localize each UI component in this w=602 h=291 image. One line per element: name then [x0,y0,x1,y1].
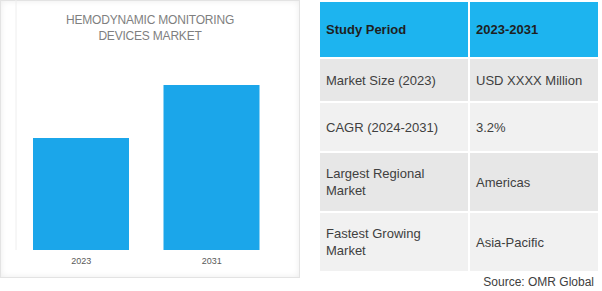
html-text:Americas: Americas [476,174,531,190]
html-text:Source: OMR Global: Source: OMR Global [483,275,594,289]
html-text:Study Period: Study Period [326,22,407,37]
html-text:3.2%: 3.2% [476,119,506,135]
svg-text:2023: 2023 [71,256,91,266]
html-text:Fastest Growing Market: Fastest Growing Market [326,226,421,258]
html-text:Asia-Pacific: Asia-Pacific [476,234,544,250]
html-text:USD XXXX Million: USD XXXX Million [476,72,583,88]
html-text:Largest Regional Market: Largest Regional Market [326,166,425,198]
html-text:HEMODYNAMIC MONITORING DEVICES: HEMODYNAMIC MONITORING DEVICES MARKET [66,13,234,43]
html-text:CAGR (2024-2031): CAGR (2024-2031) [326,119,438,135]
html-text:Market Size (2023): Market Size (2023) [326,72,436,88]
html-text:2023-2031: 2023-2031 [476,22,539,37]
svg-text:2031: 2031 [202,256,222,266]
